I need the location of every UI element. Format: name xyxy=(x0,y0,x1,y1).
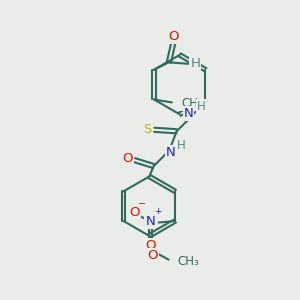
Text: O: O xyxy=(168,30,178,43)
Text: N: N xyxy=(146,214,155,227)
Text: H: H xyxy=(177,139,186,152)
Text: +: + xyxy=(154,208,161,217)
Text: H: H xyxy=(190,57,200,70)
Text: O: O xyxy=(145,239,156,252)
Text: H: H xyxy=(197,100,206,113)
Text: CH₃: CH₃ xyxy=(178,255,199,268)
Text: O: O xyxy=(129,206,140,219)
Text: N: N xyxy=(166,146,175,160)
Text: S: S xyxy=(144,123,152,136)
Text: N: N xyxy=(184,107,194,120)
Text: O: O xyxy=(123,152,133,165)
Text: −: − xyxy=(138,199,146,209)
Text: CH₃: CH₃ xyxy=(181,98,203,110)
Text: O: O xyxy=(148,249,158,262)
